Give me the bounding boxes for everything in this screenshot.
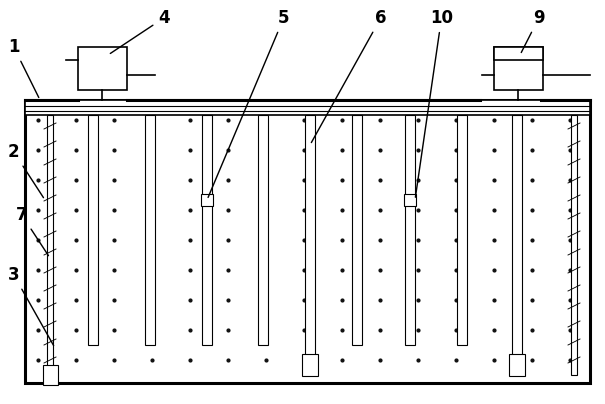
Bar	[305, 115, 315, 365]
Text: 4: 4	[110, 9, 169, 53]
Text: 3: 3	[8, 266, 54, 345]
Bar	[512, 115, 522, 365]
Bar	[494, 47, 543, 90]
Bar	[47, 115, 53, 375]
Text: 5: 5	[208, 9, 290, 198]
Bar	[25, 100, 590, 115]
Bar	[352, 115, 362, 345]
Bar	[509, 354, 525, 376]
Text: 10: 10	[416, 9, 453, 197]
Bar	[302, 354, 318, 376]
Text: 6: 6	[312, 9, 387, 143]
Bar	[145, 115, 155, 345]
Bar	[457, 115, 467, 345]
Bar	[42, 365, 57, 385]
Bar	[494, 47, 543, 60]
Text: 2: 2	[8, 143, 44, 198]
Bar	[78, 47, 127, 90]
Text: 1: 1	[8, 38, 39, 97]
Bar	[202, 115, 212, 345]
Bar	[404, 194, 416, 206]
Text: 7: 7	[16, 206, 48, 256]
Bar	[258, 115, 268, 345]
Text: 9: 9	[522, 9, 544, 53]
Bar	[88, 115, 98, 345]
Bar	[405, 115, 415, 345]
Bar	[571, 115, 577, 375]
Bar	[201, 194, 213, 206]
Bar	[25, 100, 590, 383]
